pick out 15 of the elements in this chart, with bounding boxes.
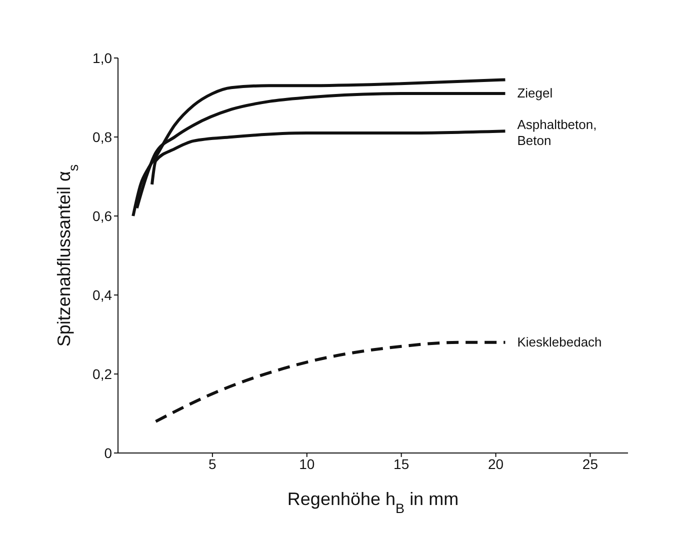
y-tick-label: 0	[104, 444, 112, 461]
y-tick-label: 0,6	[92, 208, 112, 224]
series-label: Kiesklebedach	[517, 334, 602, 350]
x-tick-label: 5	[208, 456, 217, 472]
x-tick-label: 10	[299, 456, 315, 472]
x-axis-title: Regenhöhe h$_{B}$ in mm	[287, 489, 459, 516]
series-label: Ziegel	[517, 86, 553, 101]
y-tick-label: 0,4	[92, 286, 112, 303]
y-tick-label: 0,8	[92, 128, 112, 145]
y-tick-label: 1,0	[92, 50, 112, 66]
x-tick-label: 15	[394, 456, 410, 472]
series-label: Asphaltbeton, Beton	[517, 117, 597, 148]
x-tick-label: 20	[488, 456, 504, 472]
y-tick-label: 0,2	[92, 366, 112, 382]
x-tick-label: 25	[582, 456, 598, 472]
